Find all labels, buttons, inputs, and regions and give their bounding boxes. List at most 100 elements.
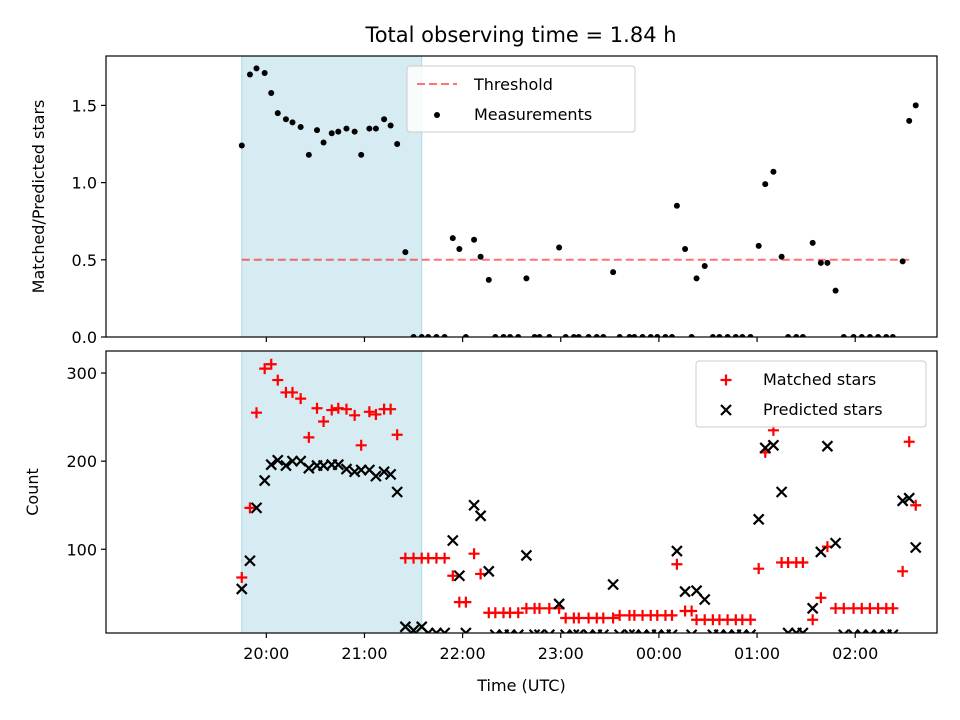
measurement-point (732, 334, 739, 337)
matched-star-point (272, 374, 284, 386)
measurement-point (477, 253, 484, 260)
x-axis-label: Time (UTC) (476, 676, 565, 695)
y-tick-label: 1.0 (72, 174, 97, 193)
measurement-point (433, 334, 440, 337)
measurement-point (616, 334, 623, 337)
x-tick-label: 23:00 (538, 644, 584, 663)
predicted-star-point (303, 462, 315, 474)
matched-star-point (686, 605, 698, 617)
predicted-star-point (271, 454, 284, 467)
predicted-star-point (340, 463, 353, 475)
measurement-point (724, 334, 731, 337)
predicted-star-point (679, 585, 691, 598)
measurement-point (246, 71, 253, 78)
measurement-point (425, 334, 432, 337)
measurement-point (778, 253, 785, 260)
measurement-point (351, 128, 358, 135)
measurement-point (289, 119, 296, 126)
measurement-point (372, 125, 379, 132)
x-tick-label: 02:00 (832, 644, 878, 663)
matched-star-point (897, 565, 909, 577)
measurement-point (441, 334, 448, 337)
measurement-point (889, 334, 896, 337)
matched-star-point (391, 429, 403, 441)
matched-star-point (447, 570, 459, 582)
measurement-point (462, 334, 469, 337)
predicted-star-point (235, 583, 248, 595)
predicted-star-point (543, 628, 556, 633)
axes-frame (105, 55, 938, 338)
matched-star-point (295, 393, 307, 405)
matched-star-point (236, 571, 248, 583)
measurement-point (626, 334, 633, 337)
predicted-star-point (258, 474, 271, 487)
measurement-point (793, 334, 800, 337)
predicted-star-point (384, 468, 397, 481)
predicted-star-point (447, 534, 459, 547)
measurement-point (536, 334, 543, 337)
measurement-point (688, 334, 695, 337)
measurement-point (610, 269, 617, 276)
predicted-star-point (453, 569, 466, 582)
predicted-star-point (265, 458, 277, 471)
measurement-point (268, 90, 275, 97)
measurement-point (320, 139, 327, 146)
measurement-point (762, 181, 769, 188)
observing-window-shade (241, 351, 423, 633)
measurement-point (824, 259, 831, 266)
measurement-point (274, 110, 281, 117)
measurement-point (673, 202, 680, 209)
measurement-point (817, 259, 824, 266)
measurement-point (314, 127, 321, 134)
legend: Threshold Measurements (406, 65, 636, 133)
measurement-point (639, 334, 646, 337)
predicted-star-point (250, 502, 263, 514)
axes-frame (105, 350, 938, 634)
measurement-point (906, 117, 913, 124)
predicted-star-point (407, 624, 420, 633)
predicted-star-point (533, 628, 546, 633)
measurement-point (799, 334, 806, 337)
measurement-point (593, 334, 600, 337)
predicted-star-point (370, 470, 382, 482)
measurement-point (358, 151, 365, 158)
x-tick-label: 00:00 (636, 644, 682, 663)
measurement-point (570, 334, 577, 337)
y-axis-label: Count (23, 468, 42, 516)
y-tick-label: 1.5 (72, 96, 97, 115)
matched-star-point (460, 596, 472, 608)
predicted-star-point (666, 628, 678, 633)
matched-star-point (666, 609, 678, 621)
predicted-star-point (607, 578, 619, 591)
x-tick-label: 01:00 (734, 644, 780, 663)
predicted-star-point (460, 627, 472, 633)
measurement-point (556, 244, 563, 251)
matched-star-point (303, 431, 315, 443)
measurement-point (647, 334, 654, 337)
matched-star-point (318, 416, 330, 427)
measurement-point (387, 122, 394, 129)
matched-star-point (326, 404, 338, 416)
matched-star-point (543, 602, 555, 614)
measurement-point (600, 334, 607, 337)
predicted-star-point (896, 495, 909, 507)
measurement-point (631, 334, 638, 337)
measurement-point (770, 168, 777, 175)
legend-box (406, 65, 636, 133)
matched-star-point (286, 386, 298, 398)
matched-star-point (838, 602, 850, 614)
x-tick-label: 21:00 (341, 644, 387, 663)
measurement-point (282, 116, 289, 123)
predicted-star-point (378, 465, 390, 478)
matched-star-point (903, 436, 915, 448)
measurement-point (832, 287, 839, 294)
series-measurements (238, 65, 919, 337)
matched-star-point (370, 408, 382, 420)
y-tick-label: 200 (66, 452, 97, 471)
measurement-point (693, 275, 700, 282)
predicted-star-point (806, 602, 819, 615)
measurement-point (575, 334, 582, 337)
y-tick-label: 100 (66, 540, 97, 559)
measurement-point (449, 235, 456, 242)
